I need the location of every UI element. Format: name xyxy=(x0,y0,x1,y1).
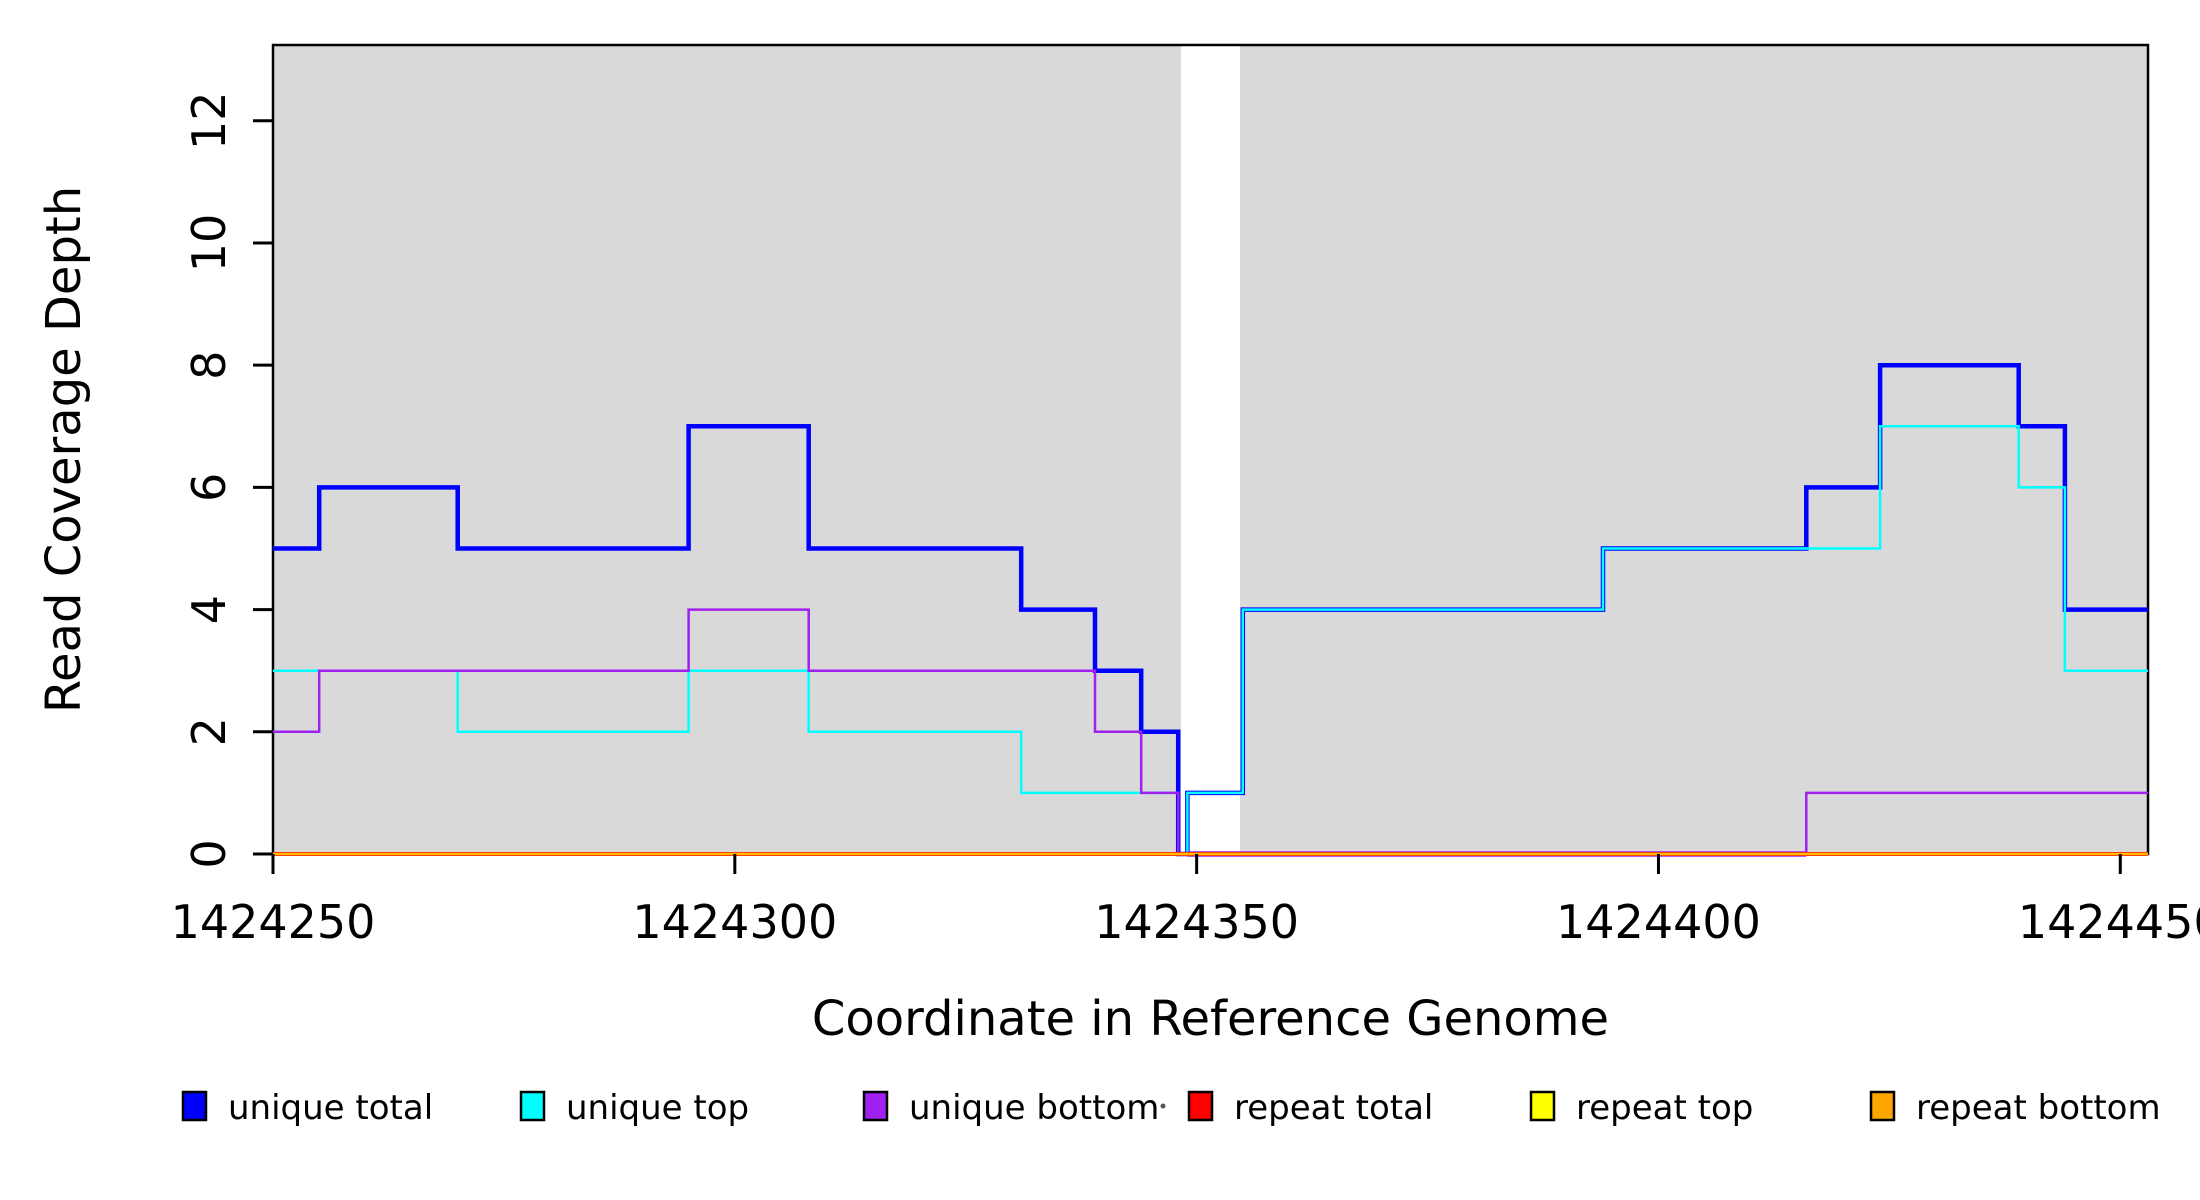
x-tick-label: 1424300 xyxy=(632,895,837,949)
alignment-region-2 xyxy=(1240,45,2148,854)
y-tick-label: 6 xyxy=(182,473,236,502)
legend-label: repeat total xyxy=(1234,1088,1433,1128)
stray-mark xyxy=(1160,1103,1166,1109)
legend-label: repeat bottom xyxy=(1916,1088,2161,1128)
legend-swatch-repeat-total xyxy=(1187,1090,1214,1122)
legend-swatch-unique-total xyxy=(181,1090,208,1122)
legend-item-repeat-bottom: repeat bottom xyxy=(1869,1088,2161,1128)
y-tick-label: 0 xyxy=(182,839,236,868)
legend: unique total unique top unique bottom repea… xyxy=(181,1088,2161,1128)
legend-label: unique top xyxy=(566,1088,749,1128)
y-axis-title: Read Coverage Depth xyxy=(36,186,92,713)
y-tick-label: 4 xyxy=(182,595,236,624)
legend-item-unique-top: unique top xyxy=(519,1088,749,1128)
legend-swatch-unique-bottom xyxy=(862,1090,889,1122)
legend-item-repeat-total: repeat total xyxy=(1187,1088,1433,1128)
x-tick-label: 1424350 xyxy=(1094,895,1299,949)
legend-swatch-repeat-bottom xyxy=(1869,1090,1896,1122)
legend-swatch-repeat-top xyxy=(1529,1090,1556,1122)
y-tick-label: 8 xyxy=(182,351,236,380)
legend-label: unique bottom xyxy=(909,1088,1159,1128)
legend-item-unique-bottom: unique bottom xyxy=(862,1088,1159,1128)
legend-item-repeat-top: repeat top xyxy=(1529,1088,1753,1128)
x-tick-label: 1424250 xyxy=(171,895,376,949)
coverage-series-lines xyxy=(273,362,2148,857)
legend-label: repeat top xyxy=(1576,1088,1753,1128)
y-tick-label: 10 xyxy=(182,214,236,273)
y-tick-label: 2 xyxy=(182,717,236,746)
legend-label: unique total xyxy=(228,1088,433,1128)
series-line-unique-top xyxy=(273,425,2148,856)
legend-item-unique-total: unique total xyxy=(181,1088,433,1128)
alignment-region-1 xyxy=(273,45,1181,854)
x-axis-title: Coordinate in Reference Genome xyxy=(812,991,1609,1047)
x-tick-label: 1424400 xyxy=(1556,895,1761,949)
legend-swatch-unique-top xyxy=(519,1090,546,1122)
alignment-region-shading xyxy=(273,45,2148,854)
y-tick-label: 12 xyxy=(182,91,236,150)
